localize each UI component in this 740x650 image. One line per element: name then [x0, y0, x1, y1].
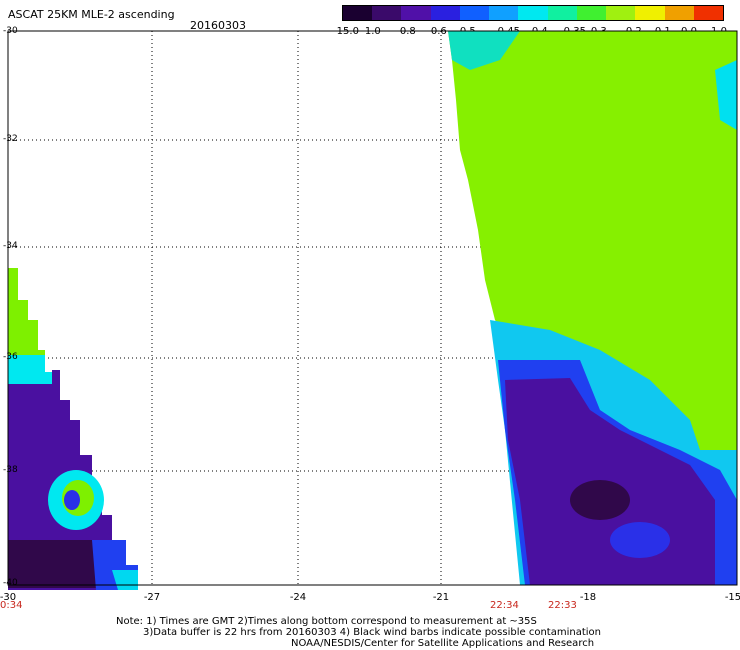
right-swath-cyan-right — [715, 60, 737, 130]
left-swath-eddy-blue — [64, 490, 80, 510]
right-swath — [448, 31, 737, 585]
colorbar-segment — [372, 6, 402, 20]
plot-frame — [7, 30, 738, 586]
latitude-tick-label: -30 — [3, 26, 18, 36]
note-line-1: Note: 1) Times are GMT 2)Times along bot… — [116, 616, 537, 627]
left-swath-cyan — [8, 355, 52, 384]
colorbar-segment — [343, 6, 373, 20]
latitude-tick-label: -40 — [3, 578, 18, 588]
longitude-tick-label: -21 — [432, 592, 450, 603]
colorbar-segment — [606, 6, 636, 20]
longitude-tick-label: -18 — [579, 592, 597, 603]
longitude-tick-label: -15 — [724, 592, 740, 603]
latitude-tick-label: -32 — [3, 134, 18, 144]
longitude-tick-label: -30 — [0, 592, 17, 603]
colorbar-segment — [693, 6, 724, 20]
left-swath — [8, 268, 138, 590]
colorbar-segment — [576, 6, 607, 20]
pass-time-right: 22:33 — [548, 600, 577, 611]
pass-time-left: 0:34 — [0, 600, 23, 611]
right-swath-dark-blob — [570, 480, 630, 520]
right-swath-cyan-top — [448, 31, 520, 70]
latitude-tick-label: -38 — [3, 465, 18, 475]
colorbar — [342, 5, 724, 21]
left-swath-green — [8, 268, 45, 368]
colorbar-segment — [635, 6, 665, 20]
note-line-2: 3)Data buffer is 22 hrs from 20160303 4)… — [143, 627, 601, 638]
latitude-tick-label: -34 — [3, 241, 18, 251]
pass-time-middle: 22:34 — [490, 600, 519, 611]
colorbar-segment — [518, 6, 548, 20]
colorbar-segment — [459, 6, 490, 20]
latitude-tick-label: -36 — [3, 352, 18, 362]
right-swath-blue-blob — [610, 522, 670, 558]
product-date: 20160303 — [190, 19, 246, 32]
colorbar-segment — [664, 6, 694, 20]
product-title: ASCAT 25KM MLE-2 ascending — [8, 8, 175, 21]
note-line-3: NOAA/NESDIS/Center for Satellite Applica… — [291, 638, 595, 649]
colorbar-segment — [547, 6, 577, 20]
colorbar-segment — [489, 6, 519, 20]
colorbar-segment — [401, 6, 431, 20]
longitude-tick-label: -24 — [289, 592, 307, 603]
longitude-tick-label: -27 — [143, 592, 161, 603]
colorbar-segment — [430, 6, 460, 20]
